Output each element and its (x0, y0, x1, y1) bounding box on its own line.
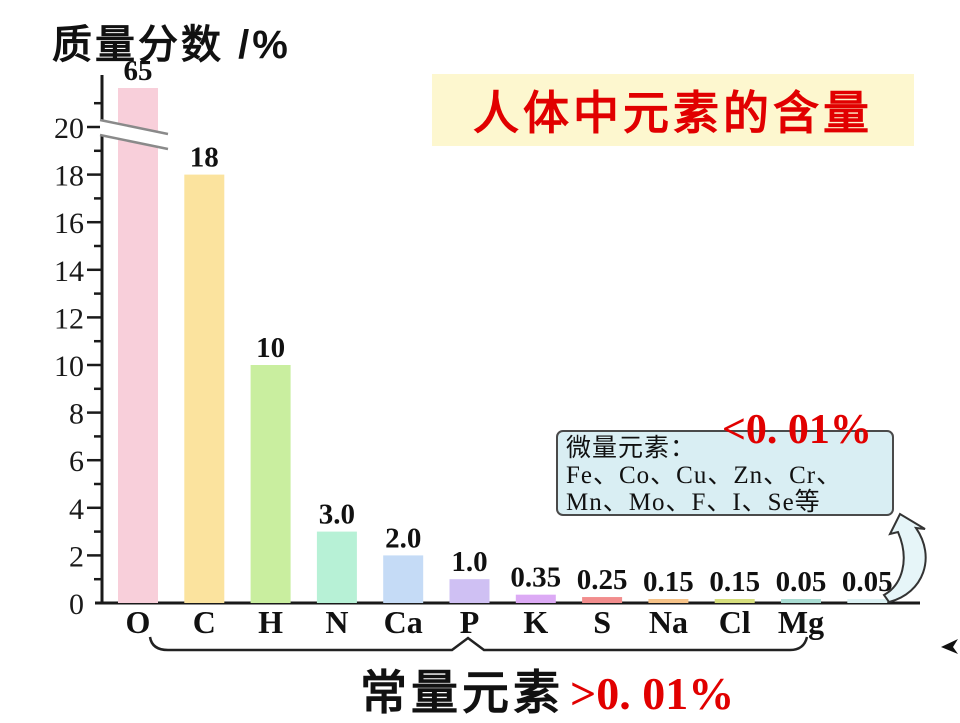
bar-C (184, 174, 225, 603)
axis-break-line (99, 133, 169, 151)
bar-value-label: 0.15 (643, 566, 694, 598)
bar-value-label: 18 (190, 142, 219, 174)
bar-trace (847, 599, 888, 603)
y-tick-label: 2 (69, 540, 84, 573)
cursor-arrow-icon (941, 639, 958, 654)
bar-value-label: 65 (124, 55, 153, 87)
bar-N (316, 531, 357, 603)
bar-value-label: 2.0 (385, 522, 421, 554)
bar-Mg (781, 599, 821, 603)
y-tick-label: 0 (69, 588, 84, 621)
trace-box-line1: Fe、Co、Cu、Zn、Cr、 (566, 462, 843, 489)
y-tick-label: 8 (69, 398, 84, 431)
y-tick-label: 4 (69, 493, 84, 526)
bar-value-label: 0.05 (842, 566, 893, 598)
x-category-label: Mg (778, 604, 824, 640)
trace-threshold-label: <0. 01% (722, 407, 872, 453)
x-category-label: Cl (719, 604, 751, 640)
axis-break-line (99, 118, 169, 136)
bar-S (582, 597, 623, 603)
bar-value-label: 3.0 (319, 499, 355, 531)
x-category-label: O (126, 604, 151, 640)
trace-box-heading: 微量元素： (566, 435, 697, 462)
y-tick-label: 20 (54, 112, 84, 145)
slide-title: 人体中元素的含量 (473, 87, 873, 139)
y-tick-label: 10 (54, 350, 84, 383)
bar-P (449, 579, 490, 603)
bar-value-label: 0.35 (510, 562, 561, 594)
y-tick-label: 6 (69, 445, 84, 478)
bar-Cl (714, 599, 755, 603)
bar-value-label: 0.25 (577, 564, 628, 596)
x-category-label: K (523, 604, 548, 640)
y-tick-label: 14 (54, 255, 84, 288)
major-threshold-label: >0. 01% (570, 668, 735, 719)
major-elements-brace (148, 636, 809, 652)
bar-H (250, 365, 291, 603)
y-tick-label: 18 (54, 160, 84, 193)
x-category-label: P (460, 604, 480, 640)
bar-value-label: 0.05 (776, 566, 827, 598)
x-category-label: N (325, 604, 348, 640)
bar-Ca (383, 555, 424, 603)
x-category-label: H (258, 604, 283, 640)
x-category-label: Ca (384, 604, 423, 640)
trace-arrow-icon (882, 512, 927, 604)
bar-value-label: 10 (256, 332, 285, 364)
trace-elements-box: 微量元素： Fe、Co、Cu、Zn、Cr、 Mn、Mo、F、I、Se等 (556, 430, 894, 516)
bar-value-label: 0.15 (709, 566, 760, 598)
x-category-label: C (193, 604, 216, 640)
bar-value-label: 1.0 (451, 546, 487, 578)
major-elements-caption: 常量元素 >0. 01% (360, 654, 734, 723)
major-elements-label: 常量元素 (360, 666, 564, 719)
slide-title-banner: 人体中元素的含量 (432, 74, 914, 146)
bar-K (515, 594, 556, 603)
trace-box-line2: Mn、Mo、F、I、Se等 (566, 489, 821, 516)
x-category-label: S (593, 604, 611, 640)
y-tick-label: 12 (54, 302, 84, 335)
bar-O (118, 88, 158, 603)
axis-break-gap (100, 120, 168, 149)
y-axis-title: 质量分数 /% (52, 23, 291, 67)
x-category-label: Na (649, 604, 688, 640)
y-tick-label: 16 (54, 207, 84, 240)
bar-Na (648, 599, 689, 603)
